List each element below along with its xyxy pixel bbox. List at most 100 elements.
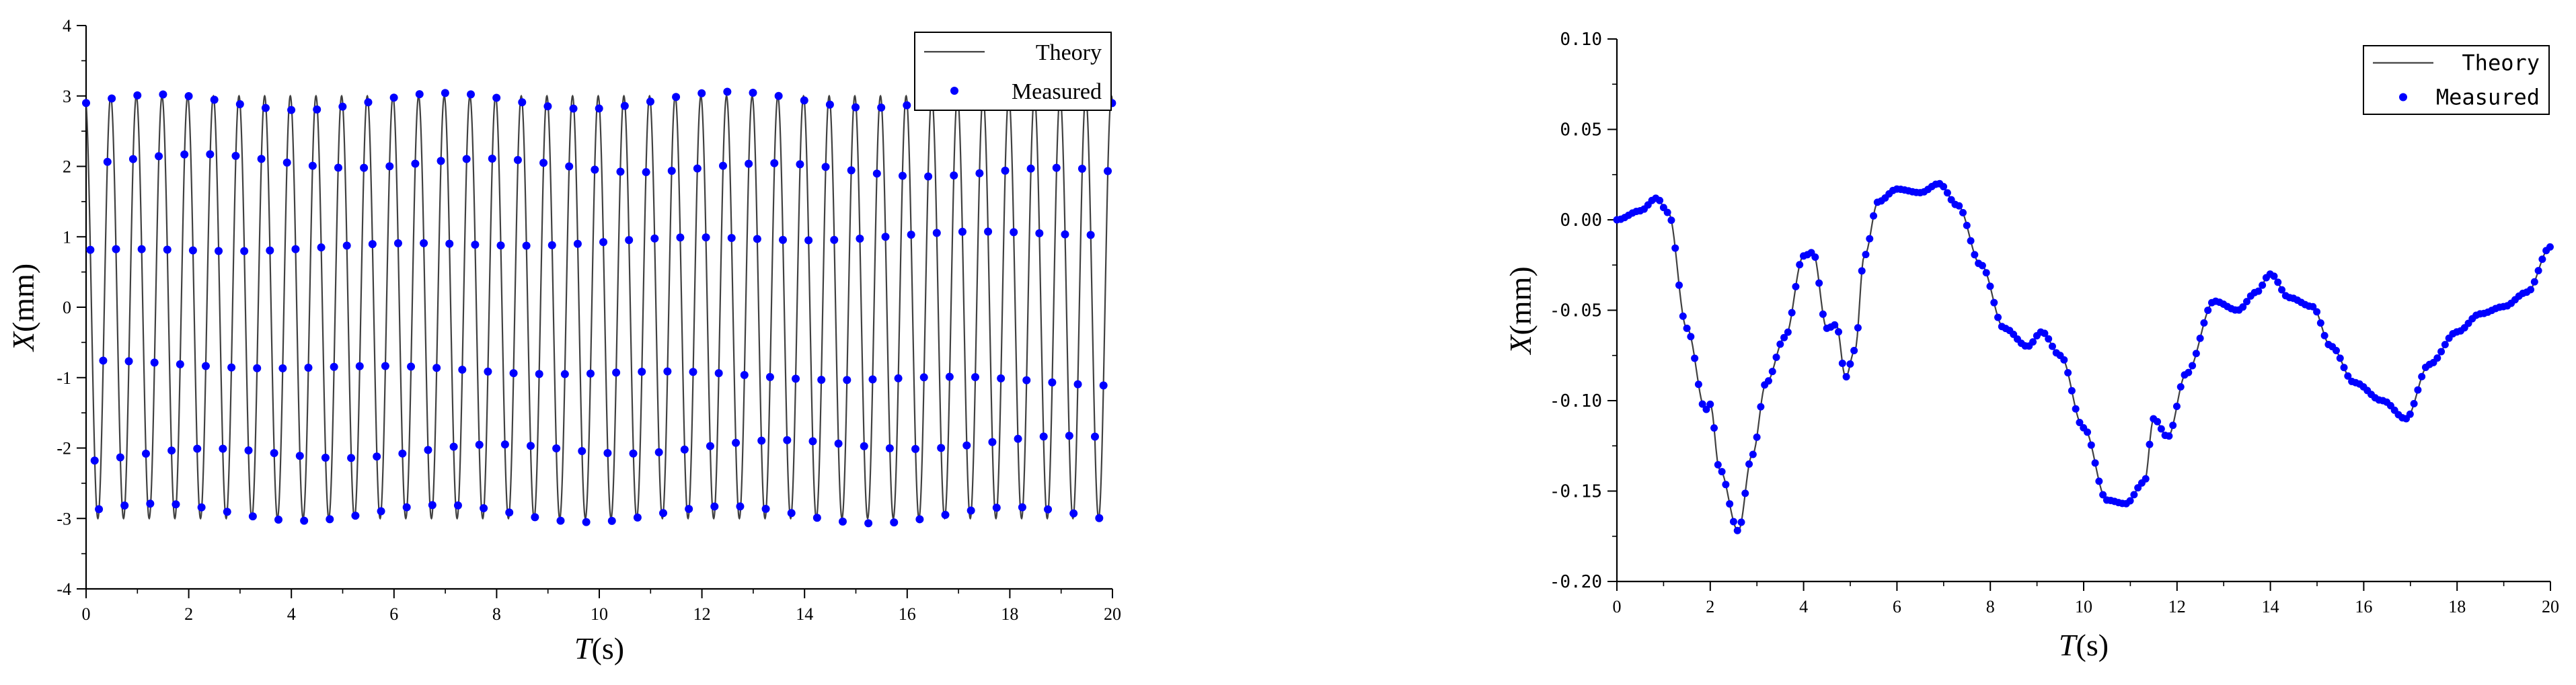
measured-point [1772,353,1780,361]
measured-point [582,518,591,526]
measured-point [1048,378,1057,387]
measured-point [188,246,197,255]
y-tick-label: -0.20 [1550,572,1602,592]
measured-point [2099,491,2107,499]
x-axis-label: T(s) [574,631,624,666]
measured-point [984,227,993,236]
measured-point [2029,338,2037,346]
y-tick-label: -0.10 [1550,391,1602,411]
measured-point [890,518,899,527]
x-tick-label: 8 [492,604,501,624]
measured-point [915,515,924,524]
measured-point [462,155,471,163]
measured-point [1838,359,1846,367]
measured-point [792,374,800,383]
measured-point [432,364,441,372]
x-tick-label: 8 [1986,597,1995,616]
measured-point [2243,298,2251,306]
y-tick-label: 0 [63,298,71,317]
measured-point [197,503,206,512]
measured-point [937,444,946,452]
measured-point [1090,432,1099,441]
measured-point [672,93,681,102]
measured-point [2534,267,2542,275]
measured-point [1706,400,1714,408]
measured-point [2441,341,2449,349]
x-tick-label: 16 [2355,597,2372,616]
measured-point [231,151,240,160]
measured-point [338,102,347,111]
measured-point [215,247,223,255]
measured-point [1683,324,1691,332]
measured-point [167,446,176,455]
measured-point [445,239,454,248]
measured-point [291,245,300,253]
measured-point [573,239,582,248]
measured-point [872,169,881,178]
measured-point [278,364,287,372]
measured-point [616,167,625,176]
measured-point [210,95,219,104]
measured-point [838,517,847,526]
measured-point [2072,405,2080,413]
measured-point [1854,324,1862,332]
measured-point [1757,403,1765,411]
measured-point [629,449,638,458]
measured-point [1039,432,1048,441]
measured-point [894,374,903,382]
measured-point [1749,450,1757,458]
measured-point [471,240,480,249]
measured-point [958,227,967,236]
measured-point [475,440,484,449]
measured-point [172,500,180,509]
measured-point [449,442,458,451]
measured-point [334,163,342,172]
measured-point [505,508,514,517]
measured-point [381,362,389,370]
y-axis-label: X(mm) [6,264,40,352]
measured-point [287,106,296,114]
measured-point [997,374,1006,382]
measured-point [2076,418,2084,426]
measured-point [919,373,928,382]
measured-point [1994,313,2002,321]
measured-point [133,91,142,99]
x-axis-label-var: T [574,631,594,666]
x-tick-label: 4 [287,604,296,624]
measured-point [945,372,954,381]
measured-point [689,368,697,376]
measured-point [539,159,548,167]
measured-point [103,157,112,166]
measured-point [522,241,531,250]
measured-point [1679,312,1687,320]
measured-point [1780,333,1788,341]
x-tick-label: 6 [1893,597,1901,616]
measured-point [1691,354,1699,362]
measured-point [667,167,676,175]
measured-point [560,370,569,378]
measured-point [1065,432,1073,440]
measured-point [385,162,394,171]
measured-point [1077,165,1086,173]
measured-point [2192,350,2200,358]
legend-theory-label: Theory [2462,50,2540,76]
x-axis-label: T(s) [2059,628,2109,662]
measured-point [308,161,317,170]
measured-point [2172,403,2181,410]
measured-point [257,155,266,163]
measured-point [817,375,826,384]
measured-point [2154,417,2162,426]
measured-point [458,365,467,374]
x-tick-label: 2 [1706,597,1714,616]
measured-point [1835,328,1843,336]
measured-point [2406,410,2414,418]
measured-point [1671,244,1679,252]
measured-point [2041,329,2049,337]
measured-point [595,104,603,113]
measured-point [1842,372,1850,380]
measured-point [1086,231,1095,239]
measured-point [1022,376,1031,385]
measured-point [1753,433,1761,441]
measured-point [2320,331,2328,339]
measured-point [90,456,99,465]
